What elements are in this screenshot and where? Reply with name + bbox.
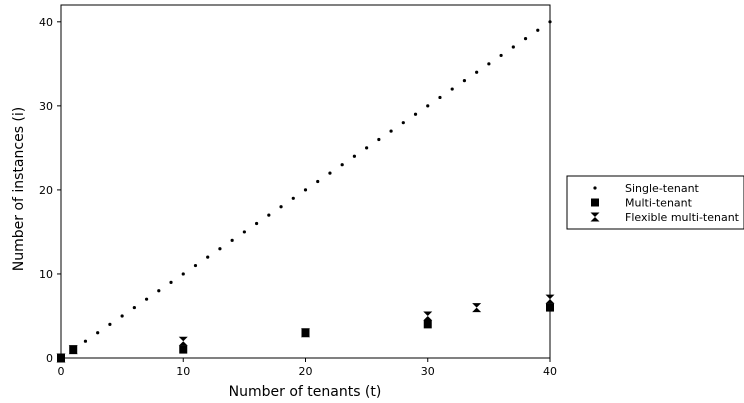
data-point [255, 221, 259, 226]
data-point [132, 305, 136, 310]
series-hourglass [56, 294, 555, 363]
data-point [472, 303, 482, 313]
legend-entry: Single-tenant [625, 182, 700, 195]
data-point [59, 356, 63, 360]
data-point [377, 137, 381, 142]
data-point [401, 121, 405, 125]
data-point [120, 314, 124, 318]
data-point [511, 45, 515, 49]
data-point [546, 303, 554, 312]
data-point [291, 196, 295, 200]
data-point [340, 163, 344, 167]
data-point [83, 339, 88, 343]
data-point [206, 255, 210, 259]
legend-entry: Multi-tenant [625, 197, 693, 210]
data-point [316, 179, 320, 184]
x-tick-label: 0 [58, 365, 65, 378]
data-point [365, 146, 369, 150]
data-point [499, 53, 503, 58]
data-point [169, 280, 173, 284]
data-point [301, 328, 310, 338]
data-point [389, 129, 393, 133]
data-point [536, 28, 540, 32]
data-point [267, 213, 271, 217]
data-point [450, 87, 454, 91]
data-point [438, 95, 442, 100]
series-dot [59, 20, 552, 360]
data-point [548, 20, 552, 24]
data-point [108, 322, 112, 326]
legend-marker [593, 186, 597, 190]
data-point [426, 104, 430, 108]
y-tick-label: 10 [39, 268, 53, 281]
data-point [423, 320, 432, 329]
data-point [413, 112, 418, 116]
data-point [487, 62, 491, 66]
data-point [523, 37, 528, 41]
data-point [475, 70, 479, 74]
x-tick-label: 20 [299, 365, 313, 378]
data-point [242, 230, 246, 234]
data-point [218, 247, 222, 251]
y-tick-label: 40 [39, 16, 53, 29]
data-point [303, 188, 308, 192]
data-point [462, 79, 467, 83]
data-point [71, 347, 75, 352]
data-point [144, 297, 149, 301]
data-point [193, 263, 198, 268]
data-point [178, 336, 188, 346]
x-tick-label: 10 [176, 365, 190, 378]
legend-marker [591, 198, 599, 207]
data-point [279, 205, 283, 209]
x-tick-label: 30 [421, 365, 435, 378]
y-tick-label: 0 [46, 352, 53, 365]
legend-entry: Flexible multi-tenant [625, 211, 740, 224]
data-point [181, 272, 185, 276]
x-axis-label: Number of tenants (t) [229, 384, 382, 400]
data-point [352, 154, 356, 158]
y-tick-label: 30 [39, 100, 53, 113]
data-point [230, 238, 234, 242]
data-point [328, 171, 332, 175]
data-point [157, 289, 161, 293]
data-point [96, 331, 100, 335]
data-point [423, 311, 433, 321]
legend-marker [590, 212, 600, 222]
data-point [179, 345, 188, 354]
y-axis-label: Number of instances (i) [11, 107, 27, 272]
data-point [545, 294, 555, 304]
x-tick-label: 40 [543, 365, 557, 378]
y-tick-label: 20 [39, 184, 53, 197]
